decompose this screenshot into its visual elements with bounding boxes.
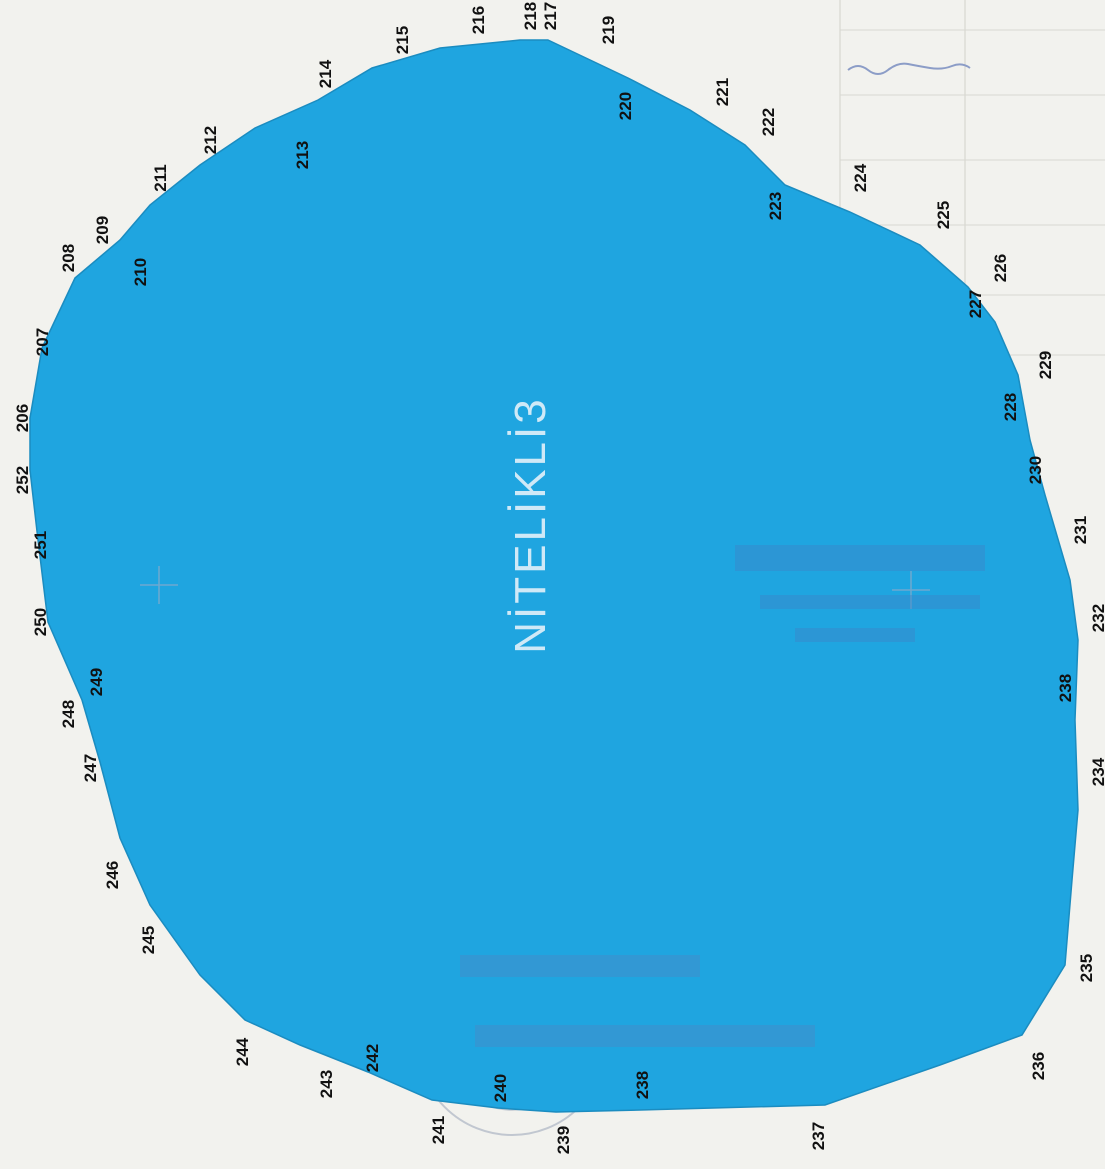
vertex-label-239: 239 xyxy=(554,1126,573,1154)
vertex-label-237: 237 xyxy=(809,1122,828,1150)
vertex-label-247: 247 xyxy=(81,754,100,782)
vertex-label-249: 249 xyxy=(87,668,106,696)
vertex-label-217: 217 xyxy=(541,2,560,30)
vertex-label-224: 224 xyxy=(851,163,870,192)
vertex-label-232: 232 xyxy=(1089,604,1105,632)
vertex-label-243: 243 xyxy=(317,1070,336,1098)
vertex-label-227: 227 xyxy=(966,290,985,318)
vertex-label-240: 240 xyxy=(491,1074,510,1102)
vertex-label-228: 228 xyxy=(1001,393,1020,421)
vertex-label-212: 212 xyxy=(201,126,220,154)
vertex-label-216: 216 xyxy=(469,6,488,34)
vertex-label-231: 231 xyxy=(1071,516,1090,544)
vertex-label-244: 244 xyxy=(233,1037,252,1066)
right-cross-mark xyxy=(892,571,930,609)
left-cross-mark xyxy=(140,566,178,604)
vertex-label-230: 230 xyxy=(1026,456,1045,484)
parcel-label: NİTELİKLİ3 xyxy=(506,396,555,653)
vertex-label-246: 246 xyxy=(103,861,122,889)
vertex-label-222: 222 xyxy=(759,108,778,136)
vertex-label-252: 252 xyxy=(13,466,32,494)
vertex-label-210: 210 xyxy=(131,258,150,286)
vertex-label-221: 221 xyxy=(713,78,732,106)
parcel-polygon[interactable] xyxy=(29,39,1079,1113)
vertex-label-207: 207 xyxy=(33,328,52,356)
vertex-label-238: 238 xyxy=(633,1071,652,1099)
vertex-label-226: 226 xyxy=(991,254,1010,282)
vertex-label-238: 238 xyxy=(1056,674,1075,702)
vertex-label-220: 220 xyxy=(616,92,635,120)
vertex-label-211: 211 xyxy=(151,164,170,191)
vertex-label-241: 241 xyxy=(429,1116,448,1144)
vertex-label-209: 209 xyxy=(93,216,112,244)
vertex-label-248: 248 xyxy=(59,700,78,728)
vertex-label-208: 208 xyxy=(59,244,78,272)
vertex-label-214: 214 xyxy=(316,59,335,88)
vertex-label-236: 236 xyxy=(1029,1052,1048,1080)
vertex-label-234: 234 xyxy=(1089,757,1105,786)
vertex-label-223: 223 xyxy=(766,192,785,220)
vertex-label-245: 245 xyxy=(139,926,158,954)
vertex-label-229: 229 xyxy=(1036,351,1055,379)
vertex-label-218: 218 xyxy=(521,2,540,30)
vertex-label-235: 235 xyxy=(1077,954,1096,982)
vertex-label-242: 242 xyxy=(363,1044,382,1072)
vertex-label-251: 251 xyxy=(31,531,50,559)
vertex-label-206: 206 xyxy=(13,404,32,432)
vertex-label-213: 213 xyxy=(293,141,312,169)
scanned-text-overlay xyxy=(460,545,985,1047)
vertex-label-250: 250 xyxy=(31,608,50,636)
vertex-label-225: 225 xyxy=(934,201,953,229)
vertex-label-219: 219 xyxy=(599,16,618,44)
vertex-label-215: 215 xyxy=(393,26,412,54)
